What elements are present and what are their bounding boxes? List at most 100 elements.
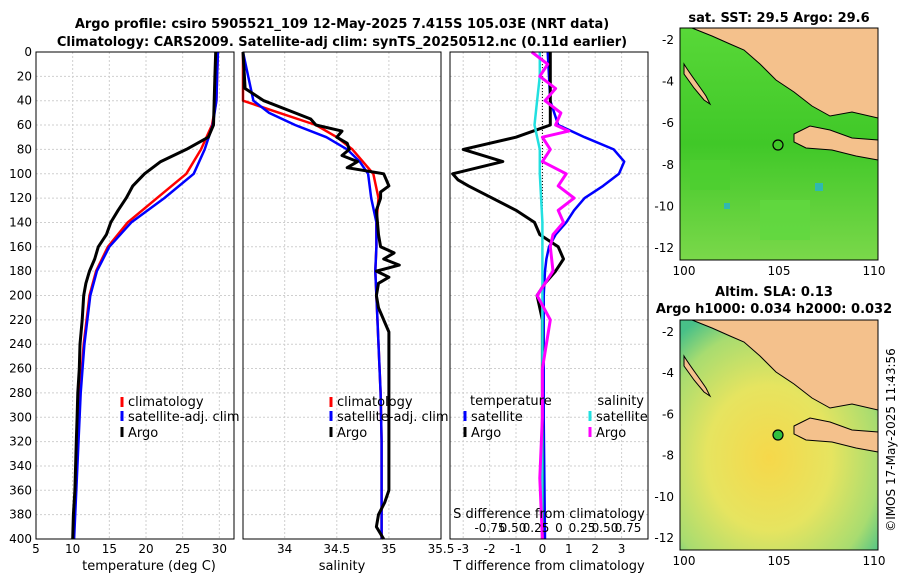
temperature-panel: 0 20 40 60 80 100 120 140 160 180 200 220 240 260 280 3… xyxy=(9,45,240,574)
map-x-tick: 100 xyxy=(673,264,696,278)
map-x-tick: 105 xyxy=(768,554,791,568)
temperature-axes-frame xyxy=(35,51,235,540)
depth-tick-labels: 0 20 40 60 80 100 120 140 160 180 200 220 240 260 280 3… xyxy=(9,45,32,546)
map-y-tick: -4 xyxy=(662,75,674,89)
difference-lines xyxy=(451,50,626,540)
x-tick-label: 2 xyxy=(591,542,599,556)
series-line-satellite-adj-clim xyxy=(241,51,383,539)
temperature-grid xyxy=(35,51,234,540)
map-y-tick: -2 xyxy=(662,325,674,339)
map-y-tick: -4 xyxy=(662,366,674,380)
legend-satellite: satellite-adj. clim xyxy=(337,410,449,425)
difference-axes-frame xyxy=(449,51,649,540)
s-tick-label: -0.75 xyxy=(474,521,505,535)
y-tick-label: 160 xyxy=(9,240,32,254)
y-tick-label: 240 xyxy=(9,337,32,351)
x-tick-label: 10 xyxy=(65,542,80,556)
x-tick-label: 25 xyxy=(175,542,190,556)
y-tick-label: 300 xyxy=(9,410,32,424)
x-tick-label: 0 xyxy=(539,542,547,556)
sst-patch xyxy=(690,160,730,190)
sla-map-tick-labels: 100 105 110 -2 -4 -6 -8 -10 -12 xyxy=(654,325,885,568)
imos-watermark: ©IMOS 17-May-2025 11:43:56 xyxy=(884,348,898,532)
x-tick-label: 20 xyxy=(138,542,153,556)
s-tick-label: 0.75 xyxy=(615,521,642,535)
legend-satellite: satellite-adj. clim xyxy=(128,410,240,425)
salinity-panel: 34 34.5 35 35.5 salinity climatology satell… xyxy=(241,51,454,574)
x-tick-label: 34 xyxy=(277,542,292,556)
map-y-tick: -10 xyxy=(654,490,674,504)
y-tick-label: 340 xyxy=(9,459,32,473)
y-tick-label: 180 xyxy=(9,264,32,278)
sst-patch xyxy=(724,203,730,209)
y-tick-label: 60 xyxy=(17,118,32,132)
y-tick-label: 360 xyxy=(9,483,32,497)
y-tick-label: 400 xyxy=(9,532,32,546)
map-y-tick: -2 xyxy=(662,33,674,47)
island xyxy=(683,62,712,106)
sla-map-subtitle: Argo h1000: 0.034 h2000: 0.032 xyxy=(656,302,892,317)
x-tick-label: -2 xyxy=(484,542,496,556)
y-tick-label: 200 xyxy=(9,289,32,303)
salinity-tick-labels: 34 34.5 35 35.5 xyxy=(277,542,454,556)
y-tick-label: 220 xyxy=(9,313,32,327)
legend-salinity-title: salinity xyxy=(597,394,644,409)
y-tick-label: 20 xyxy=(17,69,32,83)
x-tick-label: -3 xyxy=(457,542,469,556)
y-tick-label: 260 xyxy=(9,362,32,376)
salinity-legend: climatology satellite-adj. clim Argo xyxy=(329,395,449,441)
legend-t-argo: Argo xyxy=(471,426,501,441)
y-tick-label: 0 xyxy=(24,45,32,59)
x-tick-label: 30 xyxy=(212,542,227,556)
figure-title-line2: Climatology: CARS2009. Satellite-adj cli… xyxy=(57,35,627,50)
argo-location-marker xyxy=(772,429,784,441)
sst-map-tick-labels: 100 105 110 -2 -4 -6 -8 -10 -12 xyxy=(654,33,885,278)
figure-title-line1: Argo profile: csiro 5905521_109 12-May-2… xyxy=(75,17,609,32)
map-x-tick: 110 xyxy=(863,554,886,568)
sst-patch xyxy=(815,183,823,191)
x-tick-label: 15 xyxy=(102,542,117,556)
temperature-legend: climatology satellite-adj. clim Argo xyxy=(120,395,240,441)
legend-s-satellite: satellite xyxy=(596,410,648,425)
x-tick-label: 35 xyxy=(381,542,396,556)
map-y-tick: -6 xyxy=(662,116,674,130)
x-tick-label: 34.5 xyxy=(323,542,350,556)
temperature-lines xyxy=(71,51,220,540)
map-x-tick: 105 xyxy=(768,264,791,278)
sla-map-frame xyxy=(679,319,879,551)
salinity-xlabel: salinity xyxy=(319,559,366,574)
y-tick-label: 80 xyxy=(17,142,32,156)
map-y-tick: -12 xyxy=(654,241,674,255)
map-y-tick: -8 xyxy=(662,449,674,463)
y-tick-label: 380 xyxy=(9,508,32,522)
s-difference-label: S difference from climatology xyxy=(453,507,645,522)
map-y-tick: -12 xyxy=(654,531,674,545)
y-tick-label: 40 xyxy=(17,94,32,108)
temperature-xlabel: temperature (deg C) xyxy=(82,559,216,574)
y-tick-label: 320 xyxy=(9,435,32,449)
map-y-tick: -10 xyxy=(654,199,674,213)
salinity-axes-frame xyxy=(242,51,442,540)
x-tick-label: 5 xyxy=(32,542,40,556)
legend-climatology: climatology xyxy=(128,395,204,410)
salinity-grid xyxy=(243,51,442,540)
y-tick-label: 140 xyxy=(9,215,32,229)
sst-map-frame xyxy=(679,27,879,261)
map-y-tick: -6 xyxy=(662,407,674,421)
s-tick-label: 0.50 xyxy=(592,521,619,535)
series-line-argo xyxy=(71,51,218,540)
legend-argo: Argo xyxy=(337,426,367,441)
legend-temperature-title: temperature xyxy=(470,394,552,409)
sst-patches xyxy=(690,160,823,240)
difference-legend: temperature satellite Argo salinity sate… xyxy=(463,394,648,441)
sst-map-title: sat. SST: 29.5 Argo: 29.6 xyxy=(688,11,869,26)
y-tick-label: 100 xyxy=(9,167,32,181)
sst-map: sat. SST: 29.5 Argo: 29.6 100 105 110 -2 -4 -… xyxy=(654,11,885,278)
legend-argo: Argo xyxy=(128,426,158,441)
sst-patch xyxy=(760,200,810,240)
legend-climatology: climatology xyxy=(337,395,413,410)
map-x-tick: 100 xyxy=(673,554,696,568)
series-line-temperature-satellite xyxy=(542,51,626,540)
t-difference-xlabel: T difference from climatology xyxy=(452,559,645,574)
